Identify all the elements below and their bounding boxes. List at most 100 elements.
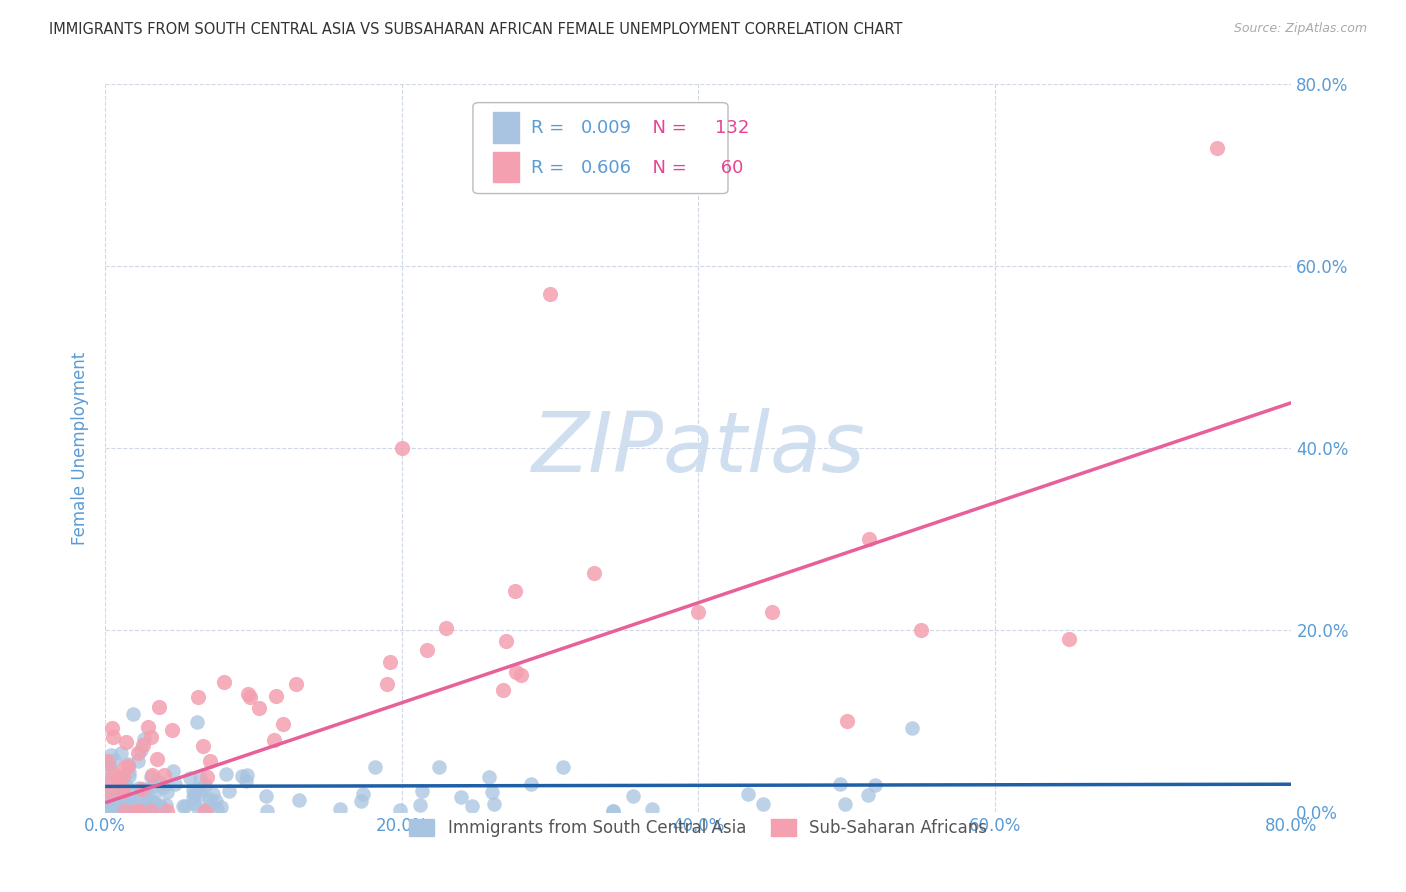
- Point: [186, 715, 208, 730]
- Point: [110, 780, 132, 795]
- Point: [127, 746, 149, 760]
- Point: [450, 790, 472, 805]
- Point: [181, 782, 204, 797]
- Point: [121, 796, 143, 810]
- Point: [186, 801, 208, 815]
- Point: [128, 754, 150, 768]
- Point: [114, 804, 136, 818]
- Text: 0.606: 0.606: [581, 159, 631, 177]
- Point: [118, 764, 141, 779]
- Point: [111, 772, 134, 786]
- Point: [114, 801, 136, 815]
- Point: [97, 756, 120, 771]
- Point: [131, 786, 153, 800]
- Point: [110, 783, 132, 797]
- Point: [193, 804, 215, 818]
- Point: [152, 780, 174, 794]
- Point: [114, 778, 136, 792]
- Point: [416, 642, 439, 657]
- Point: [641, 802, 664, 816]
- Point: [115, 793, 138, 807]
- Point: [162, 764, 184, 778]
- Point: [114, 735, 136, 749]
- Point: [621, 789, 644, 803]
- Point: [197, 770, 219, 784]
- Point: [125, 798, 148, 813]
- Point: [752, 797, 775, 811]
- Legend: Immigrants from South Central Asia, Sub-Saharan Africans: Immigrants from South Central Asia, Sub-…: [402, 812, 994, 844]
- Point: [737, 787, 759, 801]
- Point: [111, 804, 134, 818]
- Point: [111, 785, 134, 799]
- Point: [172, 799, 194, 814]
- Point: [101, 789, 124, 804]
- Point: [520, 777, 543, 791]
- Point: [271, 716, 294, 731]
- Point: [205, 794, 228, 808]
- Point: [111, 784, 134, 798]
- Point: [120, 792, 142, 806]
- Point: [160, 723, 183, 737]
- Point: [835, 714, 858, 728]
- Point: [101, 731, 124, 745]
- Point: [138, 796, 160, 810]
- Point: [503, 583, 526, 598]
- Point: [97, 755, 120, 769]
- Bar: [494, 112, 519, 143]
- Point: [149, 776, 172, 790]
- Point: [247, 700, 270, 714]
- Point: [117, 758, 139, 772]
- Point: [194, 778, 217, 792]
- Point: [114, 796, 136, 810]
- Point: [183, 796, 205, 810]
- Point: [183, 787, 205, 801]
- Point: [135, 804, 157, 818]
- Point: [146, 751, 169, 765]
- Text: R =: R =: [531, 159, 569, 177]
- Point: [761, 605, 783, 619]
- Point: [141, 804, 163, 818]
- Point: [350, 794, 373, 808]
- Point: [411, 784, 433, 798]
- Point: [107, 771, 129, 785]
- Point: [114, 759, 136, 773]
- Point: [103, 804, 125, 818]
- Point: [132, 732, 155, 747]
- Point: [108, 798, 131, 813]
- Point: [352, 788, 374, 802]
- Point: [128, 780, 150, 795]
- Point: [138, 720, 160, 734]
- Point: [98, 760, 121, 774]
- Point: [235, 767, 257, 781]
- Point: [97, 804, 120, 818]
- Point: [111, 768, 134, 782]
- Point: [181, 790, 204, 805]
- Point: [96, 798, 118, 813]
- Point: [478, 770, 501, 784]
- Point: [118, 804, 141, 818]
- Point: [205, 803, 228, 817]
- Point: [134, 782, 156, 797]
- Point: [505, 665, 527, 679]
- Point: [131, 800, 153, 814]
- Point: [110, 747, 132, 761]
- Point: [96, 800, 118, 814]
- Point: [256, 804, 278, 818]
- Point: [1206, 141, 1229, 155]
- Point: [148, 699, 170, 714]
- Point: [120, 801, 142, 815]
- Point: [156, 804, 179, 818]
- Point: [510, 668, 533, 682]
- Point: [104, 795, 127, 809]
- Point: [538, 286, 561, 301]
- Point: [264, 689, 287, 703]
- Point: [96, 789, 118, 804]
- Text: Source: ZipAtlas.com: Source: ZipAtlas.com: [1233, 22, 1367, 36]
- Point: [828, 777, 851, 791]
- Point: [143, 787, 166, 801]
- Point: [427, 760, 450, 774]
- Point: [461, 798, 484, 813]
- Bar: [494, 152, 519, 182]
- Point: [174, 799, 197, 814]
- Point: [96, 754, 118, 768]
